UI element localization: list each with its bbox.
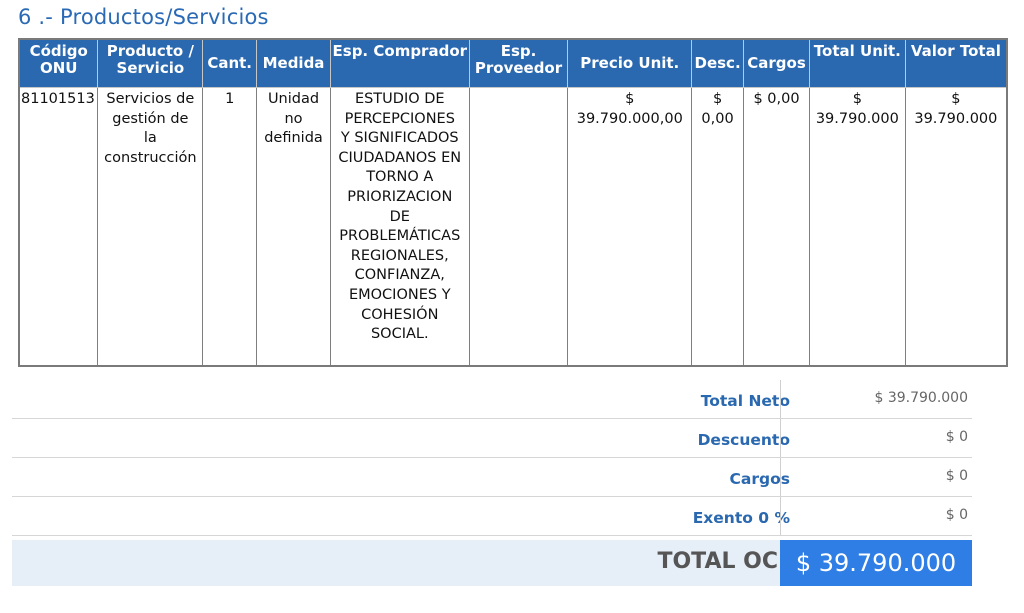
header-esp-proveedor: Esp. Proveedor [468, 38, 569, 88]
descuento-row: Descuento $ 0 [12, 419, 972, 458]
divider [780, 497, 781, 535]
header-medida: Medida [256, 38, 331, 88]
cell-valor-total: $ 39.790.000 [904, 87, 1008, 367]
total-neto-value: $ 39.790.000 [874, 390, 968, 406]
table-row: 81101513 Servicios de gestión de la cons… [18, 87, 1008, 367]
total-oc-row: TOTAL OC $ 39.790.000 [12, 540, 972, 586]
exento-value: $ 0 [945, 507, 968, 523]
cell-cant: 1 [202, 87, 258, 367]
header-producto: Producto / Servicio [97, 38, 204, 88]
total-neto-row: Total Neto $ 39.790.000 [12, 380, 972, 419]
cell-medida: Unidad no definida [256, 87, 331, 367]
descuento-label: Descuento [697, 431, 790, 449]
cargos-label: Cargos [729, 470, 790, 488]
header-cant: Cant. [202, 38, 258, 88]
cell-codigo-onu: 81101513 [18, 87, 99, 367]
cell-cargos: $ 0,00 [743, 87, 810, 367]
cell-total-unit: $ 39.790.000 [808, 87, 906, 367]
exento-label: Exento 0 % [692, 509, 790, 527]
total-oc-label: TOTAL OC [657, 549, 778, 574]
header-codigo-onu: Código ONU [18, 38, 99, 88]
products-table: Código ONU Producto / Servicio Cant. Med… [18, 38, 1008, 367]
header-total-unit: Total Unit. [808, 38, 906, 88]
section-title: 6 .- Productos/Servicios [18, 5, 269, 29]
totals-summary: Total Neto $ 39.790.000 Descuento $ 0 Ca… [12, 380, 972, 586]
exento-row: Exento 0 % $ 0 [12, 497, 972, 536]
header-cargos: Cargos [743, 38, 810, 88]
divider [780, 458, 781, 496]
cargos-value: $ 0 [945, 468, 968, 484]
cell-producto: Servicios de gestión de la construcción [97, 87, 204, 367]
cell-precio-unit: $ 39.790.000,00 [567, 87, 693, 367]
total-oc-value: $ 39.790.000 [780, 540, 972, 586]
header-esp-comprador: Esp. Comprador [329, 38, 470, 88]
cell-esp-proveedor [468, 87, 569, 367]
descuento-value: $ 0 [945, 429, 968, 445]
divider [780, 380, 781, 418]
cargos-row: Cargos $ 0 [12, 458, 972, 497]
total-neto-label: Total Neto [700, 392, 790, 410]
cell-esp-comprador: ESTUDIO DE PERCEPCIONES Y SIGNIFICADOS C… [329, 87, 470, 367]
header-valor-total: Valor Total [904, 38, 1008, 88]
header-desc: Desc. [691, 38, 745, 88]
cell-desc: $ 0,00 [691, 87, 745, 367]
divider [780, 419, 781, 457]
header-precio-unit: Precio Unit. [567, 38, 693, 88]
table-header-row: Código ONU Producto / Servicio Cant. Med… [18, 38, 1008, 88]
